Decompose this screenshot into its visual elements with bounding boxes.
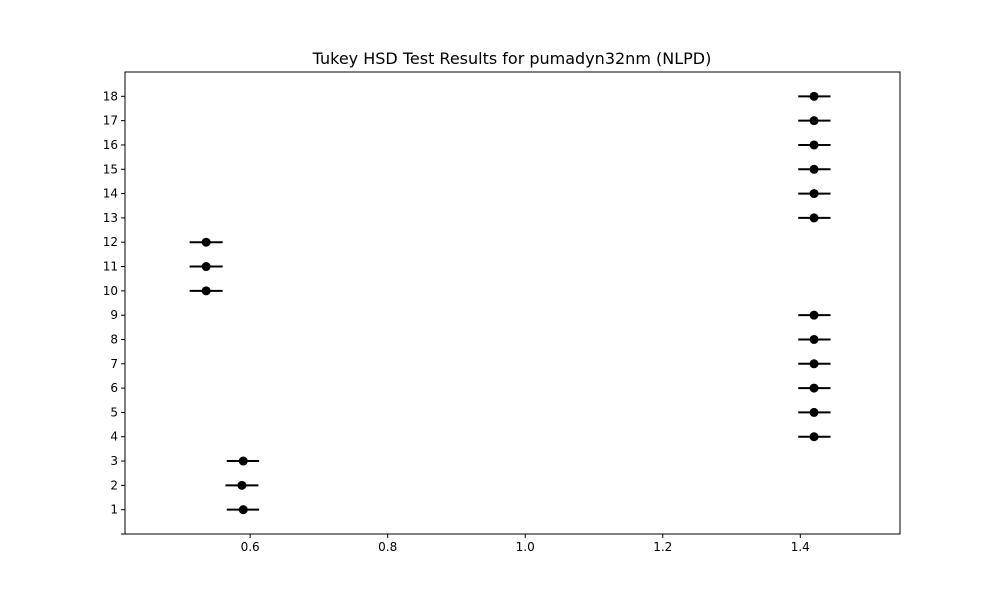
- mean-point: [809, 164, 819, 174]
- y-tick-label: 1: [110, 503, 118, 517]
- y-tick-label: 8: [110, 332, 118, 346]
- plot-area-frame: [124, 71, 901, 535]
- y-tick-label: 12: [103, 235, 118, 249]
- x-tick-label: 1.2: [653, 540, 672, 554]
- y-tick-label: 17: [103, 114, 118, 128]
- mean-point: [809, 189, 819, 199]
- y-tick-label: 3: [110, 454, 118, 468]
- mean-point: [809, 383, 819, 393]
- y-tick-label: 14: [103, 187, 118, 201]
- x-tick-label: 0.8: [378, 540, 397, 554]
- mean-point: [238, 456, 248, 466]
- mean-point: [809, 91, 819, 101]
- y-tick-label: 10: [103, 284, 118, 298]
- x-axis: 0.6 0.8 1.0 1.2 1.4: [241, 534, 810, 554]
- mean-point: [809, 140, 819, 150]
- y-tick-label: 2: [110, 478, 118, 492]
- y-tick-label: 6: [110, 381, 118, 395]
- mean-point: [809, 334, 819, 344]
- mean-point: [237, 480, 247, 490]
- y-tick-label: 18: [103, 89, 118, 103]
- chart-title: Tukey HSD Test Results for pumadyn32nm (…: [312, 49, 712, 68]
- x-tick-label: 1.4: [791, 540, 810, 554]
- y-tick-label: 15: [103, 162, 118, 176]
- mean-point: [809, 359, 819, 369]
- mean-point: [809, 213, 819, 223]
- y-tick-label: 4: [110, 430, 118, 444]
- y-tick-label: 9: [110, 308, 118, 322]
- x-tick-label: 1.0: [516, 540, 535, 554]
- data-marks: [189, 91, 831, 515]
- y-tick-label: 5: [110, 405, 118, 419]
- x-tick-label: 0.6: [241, 540, 260, 554]
- y-tick-label: 7: [110, 357, 118, 371]
- mean-point: [201, 262, 211, 272]
- y-tick-label: 11: [103, 260, 118, 274]
- mean-point: [238, 505, 248, 515]
- mean-point: [809, 310, 819, 320]
- y-tick-label: 16: [103, 138, 118, 152]
- mean-point: [201, 286, 211, 296]
- mean-point: [809, 407, 819, 417]
- mean-point: [809, 116, 819, 126]
- mean-point: [809, 432, 819, 442]
- mean-point: [201, 237, 211, 247]
- y-tick-label: 13: [103, 211, 118, 225]
